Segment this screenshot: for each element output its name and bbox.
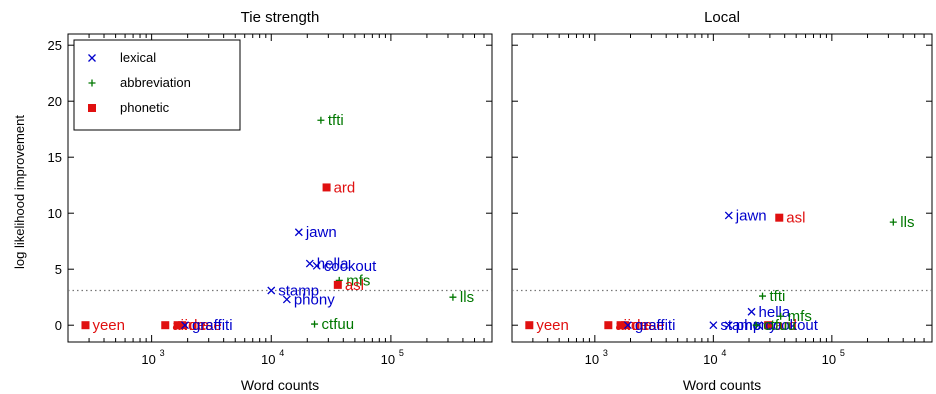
point-marker-phony: [724, 321, 733, 330]
point-marker-asl: [775, 213, 784, 222]
point-label-hella: hella: [317, 256, 349, 273]
point-label-stamp: stamp: [278, 282, 319, 299]
point-label-dese: dese: [632, 317, 665, 334]
y-tick-label: 10: [48, 206, 62, 221]
panel-0: Tie strength 0 5 10 15 20 25 10 3 10 4 10 5 Word coun…: [48, 9, 493, 393]
point-marker-yeen: [525, 321, 534, 330]
point-label-asl: asl: [786, 210, 805, 227]
x-tick-label: 10: [141, 352, 155, 367]
point-marker-tfti: [759, 292, 767, 300]
point-label-ion: ion: [185, 317, 205, 334]
point-label-yeen: yeen: [536, 317, 569, 334]
point-label-mfs: mfs: [346, 272, 370, 289]
point-marker-stamp: [709, 321, 718, 330]
y-tick-label: 0: [55, 318, 62, 333]
x-tick-label: 10: [585, 352, 599, 367]
point-label-tfti: tfti: [328, 112, 344, 129]
point-marker-hella: [305, 259, 314, 268]
point-label-jawn: jawn: [735, 207, 767, 224]
legend: lexical abbreviation phonetic: [73, 39, 241, 131]
point-label-ctfuu: ctfuu: [763, 317, 796, 334]
point-marker-dese: [621, 321, 630, 330]
y-axis-label: log likelihood improvement: [12, 115, 27, 269]
point-marker-dese: [178, 321, 187, 330]
point-marker-lls: [449, 293, 457, 301]
point-marker-yeen: [81, 321, 90, 330]
legend-label-phonetic: phonetic: [120, 100, 170, 115]
legend-marker-phonetic: [88, 104, 96, 112]
point-label-cookout: cookout: [765, 317, 818, 334]
point-label-yeen: yeen: [92, 317, 125, 334]
point-label-ctfuu: ctfuu: [322, 316, 355, 333]
point-label-cookout: cookout: [324, 258, 377, 275]
point-label-lls: lls: [900, 214, 914, 231]
x-tick-exponent: 4: [279, 348, 284, 358]
point-label-jawn: jawn: [305, 224, 337, 241]
point-marker-graffiti: [181, 321, 189, 330]
x-tick-label: 10: [822, 352, 836, 367]
panel-title: Tie strength: [241, 9, 320, 26]
y-tick-label: 25: [48, 38, 62, 53]
point-marker-ctfuu: [752, 321, 760, 329]
x-tick-exponent: 3: [603, 348, 608, 358]
point-label-asl: asl: [345, 277, 364, 294]
point-label-dese: dese: [189, 317, 222, 334]
x-tick-label: 10: [381, 352, 395, 367]
point-marker-hella: [747, 307, 756, 316]
panel-frame: [67, 33, 493, 343]
panel-title: Local: [704, 9, 740, 26]
panel-frame: [511, 33, 933, 343]
x-axis-label: Word counts: [683, 377, 761, 393]
x-tick-exponent: 4: [721, 348, 726, 358]
point-marker-tfti: [317, 116, 325, 124]
point-marker-stamp: [267, 286, 276, 295]
point-marker-ion: [616, 321, 625, 330]
x-axis-label: Word counts: [241, 377, 319, 393]
point-label-tfti: tfti: [770, 288, 786, 305]
y-tick-label: 5: [55, 262, 62, 277]
point-marker-ainna: [604, 321, 613, 330]
legend-marker-lexical: [88, 54, 96, 62]
x-tick-exponent: 5: [840, 348, 845, 358]
point-marker-ard: [764, 321, 773, 330]
point-label-lls: lls: [460, 289, 474, 306]
panels-layer: Tie strength 0 5 10 15 20 25 10 3 10 4 10 5 Word coun…: [48, 9, 933, 393]
x-tick-exponent: 5: [399, 348, 404, 358]
point-marker-jawn: [294, 228, 303, 237]
point-marker-ainna: [161, 321, 170, 330]
point-marker-mfs: [777, 312, 785, 320]
y-tick-label: 20: [48, 94, 62, 109]
point-marker-lls: [889, 218, 897, 226]
point-marker-jawn: [724, 211, 733, 220]
legend-label-lexical: lexical: [120, 50, 156, 65]
legend-marker-abbreviation: [88, 79, 96, 87]
point-label-ard: ard: [334, 179, 356, 196]
point-label-stamp: stamp: [720, 317, 761, 334]
point-marker-ctfuu: [311, 320, 319, 328]
point-label-graffiti: graffiti: [192, 317, 233, 334]
point-marker-phony: [282, 295, 291, 304]
point-marker-ion: [173, 321, 182, 330]
y-tick-label: 15: [48, 150, 62, 165]
x-tick-label: 10: [261, 352, 275, 367]
x-tick-exponent: 3: [160, 348, 165, 358]
point-label-ion: ion: [628, 317, 648, 334]
point-marker-asl: [333, 280, 342, 289]
point-label-graffiti: graffiti: [635, 317, 676, 334]
point-label-ard: ard: [775, 317, 797, 334]
point-marker-ard: [322, 183, 331, 192]
legend-box: [73, 39, 241, 131]
point-label-phony: phony: [294, 291, 335, 308]
point-label-mfs: mfs: [788, 308, 812, 325]
point-marker-graffiti: [623, 321, 632, 330]
point-marker-cookout: [312, 261, 321, 270]
x-tick-label: 10: [703, 352, 717, 367]
legend-label-abbreviation: abbreviation: [120, 75, 191, 90]
